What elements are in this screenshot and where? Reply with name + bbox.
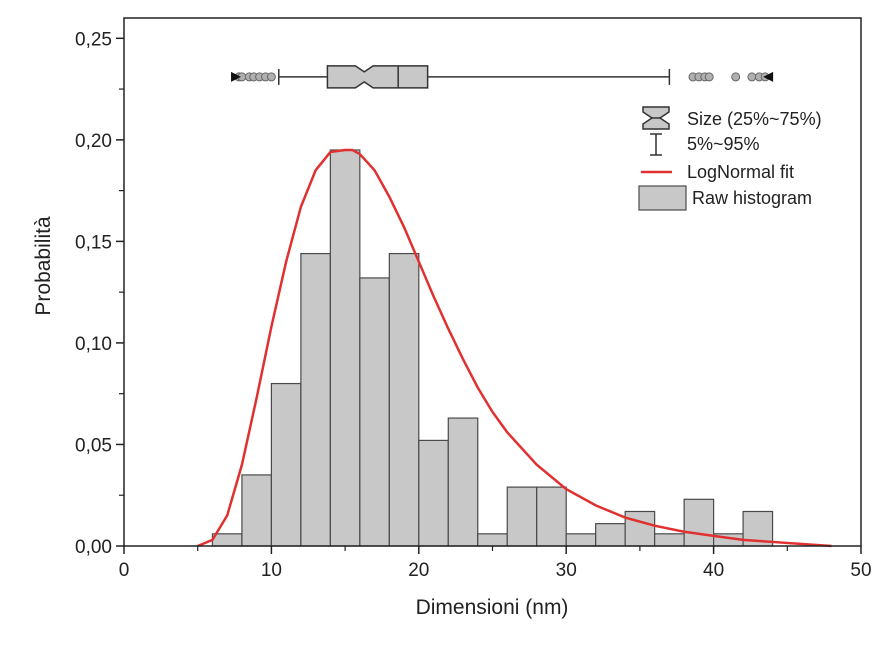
histogram-bar <box>447 417 479 547</box>
y-tick-label: 0,20 <box>75 131 112 152</box>
histogram-bar <box>595 523 626 547</box>
x-tick-label: 10 <box>261 560 282 581</box>
legend-label-fit: LogNormal fit <box>687 162 794 182</box>
y-tick-label: 0,00 <box>75 537 112 558</box>
boxplot-outlier <box>704 72 714 82</box>
legend-notched-box-symbol <box>642 106 670 130</box>
boxplot-notched-box <box>326 65 429 89</box>
boxplot-outlier <box>731 72 741 82</box>
histogram-bar <box>388 252 420 547</box>
x-axis-title: Dimensioni (nm) <box>416 596 569 619</box>
plot-frame <box>123 17 862 547</box>
x-tick-label: 20 <box>408 560 429 581</box>
y-tick-label: 0,05 <box>75 435 112 456</box>
x-tick-label: 30 <box>556 560 577 581</box>
histogram-bar <box>241 474 272 547</box>
histogram-bar <box>359 277 390 547</box>
y-tick-label: 0,10 <box>75 334 112 355</box>
legend-bar-symbol <box>638 185 687 211</box>
x-tick-label: 40 <box>703 560 724 581</box>
legend-label-whisker: 5%~95% <box>687 134 760 154</box>
legend-label-size: Size (25%~75%) <box>687 109 822 129</box>
histogram-bar <box>329 149 361 547</box>
lognormal-fit-line <box>197 148 832 548</box>
histogram-bar <box>270 382 302 547</box>
y-tick-label: 0,25 <box>75 29 112 50</box>
y-axis: 0,00 0,05 0,10 0,15 0,20 0,25 <box>75 29 124 558</box>
histogram-bar <box>565 533 597 547</box>
x-tick-label: 0 <box>119 560 130 581</box>
histogram-bar <box>418 439 449 547</box>
y-axis-title: Probabilità <box>32 216 55 316</box>
histogram-bar <box>683 498 715 547</box>
histogram-bar <box>536 486 567 547</box>
histogram-bar <box>477 533 508 547</box>
boxplot-outlier <box>747 72 757 82</box>
boxplot-max-marker <box>763 71 774 82</box>
boxplot-outlier <box>266 72 276 82</box>
legend: Size (25%~75%) 5%~95% LogNormal fit Raw … <box>638 106 822 211</box>
plot-area <box>123 17 862 548</box>
histogram-bars <box>211 149 774 547</box>
y-tick-label: 0,15 <box>75 232 112 253</box>
histogram-bar <box>300 252 331 547</box>
legend-label-histogram: Raw histogram <box>692 188 812 208</box>
boxplot-min-marker <box>231 71 242 82</box>
x-tick-label: 50 <box>850 560 871 581</box>
histogram-bar <box>624 510 656 547</box>
histogram-bar <box>211 533 243 547</box>
boxplot <box>231 65 774 89</box>
histogram-bar <box>654 533 685 547</box>
legend-whisker-symbol <box>650 133 662 156</box>
x-axis: 0 10 20 30 40 50 <box>119 546 872 581</box>
histogram-bar <box>506 486 538 547</box>
